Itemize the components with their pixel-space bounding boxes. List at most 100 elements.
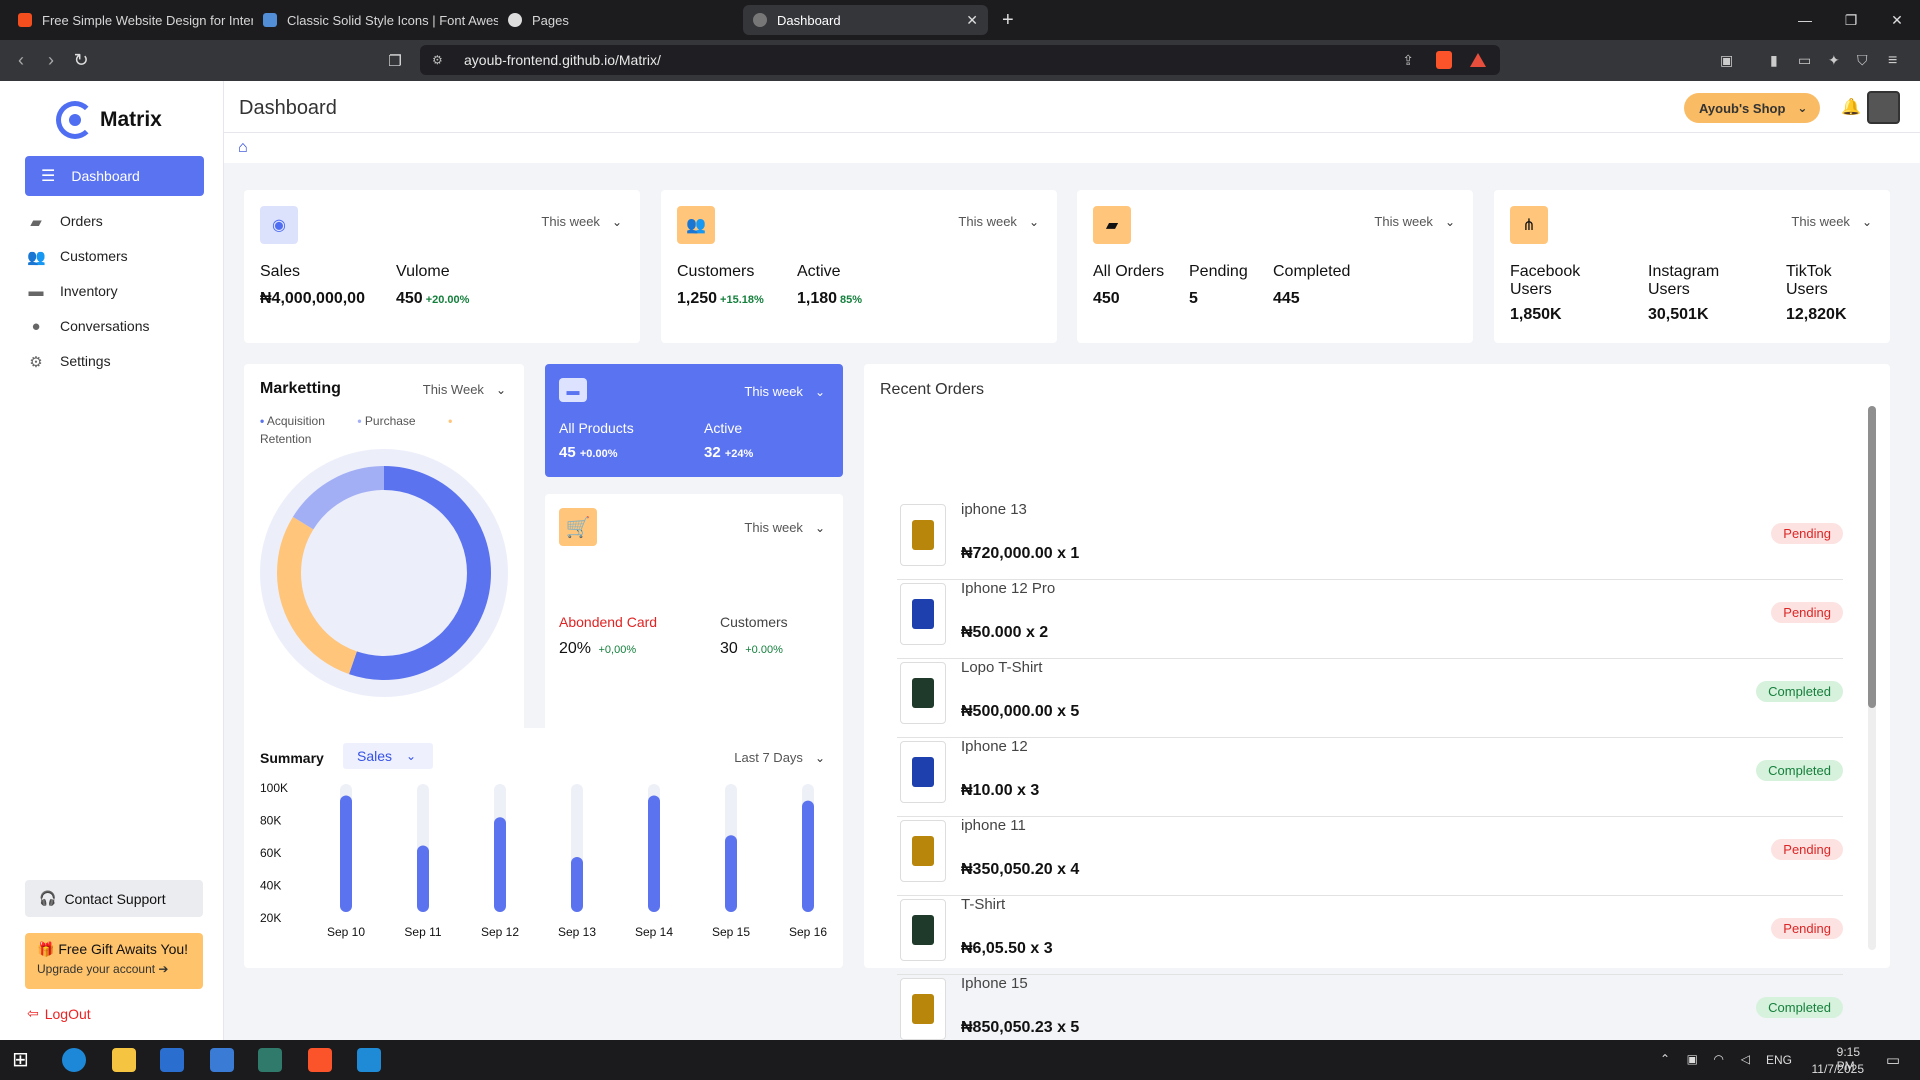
scrollbar[interactable]	[1868, 406, 1876, 950]
period-select[interactable]: This Week ⌄	[422, 382, 506, 397]
order-row[interactable]: Iphone 12 ₦10.00 x 3 Completed	[897, 738, 1843, 817]
products-card: ▬ This week ⌄ All Products Active 45 +0.0…	[545, 364, 843, 477]
bar[interactable]	[802, 800, 814, 912]
period-select[interactable]: This week ⌄	[958, 214, 1039, 229]
bar[interactable]	[648, 795, 660, 912]
x-tick-label: Sep 10	[327, 925, 365, 939]
share-icon[interactable]: ⇪	[1402, 51, 1414, 68]
figma-icon	[18, 13, 32, 27]
product-price: ₦50.000 x 2	[961, 624, 1049, 641]
reload-icon[interactable]: ↻	[73, 50, 89, 70]
upgrade-link[interactable]: Upgrade your account ➔	[37, 962, 169, 976]
close-window-button[interactable]: ✕	[1891, 11, 1903, 28]
new-tab-button[interactable]: +	[1002, 8, 1014, 31]
gift-icon: 🎁	[37, 941, 55, 957]
restore-button[interactable]: ❐	[1844, 11, 1858, 28]
stat-label: Active	[704, 420, 743, 436]
avatar[interactable]	[1867, 91, 1900, 124]
y-tick-label: 20K	[260, 911, 281, 925]
forward-icon[interactable]: ›	[48, 50, 54, 70]
scrollbar-thumb[interactable]	[1868, 406, 1876, 708]
bar[interactable]	[340, 795, 352, 912]
brave-icon[interactable]	[308, 1048, 332, 1072]
period-select[interactable]: This week ⌄	[541, 214, 622, 229]
sidebar-item-settings[interactable]: ⚙ Settings	[27, 353, 110, 371]
vscode-icon[interactable]	[357, 1048, 381, 1072]
stat-change: +24%	[724, 448, 754, 460]
reader-icon[interactable]: ▣	[1720, 52, 1734, 68]
order-row[interactable]: Lopo T-Shirt ₦500,000.00 x 5 Completed	[897, 659, 1843, 738]
app-icon[interactable]	[258, 1048, 282, 1072]
order-row[interactable]: Iphone 12 Pro ₦50.000 x 2 Pending	[897, 580, 1843, 659]
bar[interactable]	[494, 817, 506, 912]
y-tick-label: 80K	[260, 814, 281, 828]
brand-logo[interactable]: Matrix	[56, 101, 162, 139]
stat-value: 20%	[559, 640, 592, 657]
bar[interactable]	[571, 856, 583, 912]
bar[interactable]	[417, 845, 429, 912]
site-info-icon[interactable]: ⚙	[432, 53, 443, 67]
logout-button[interactable]: ⇦ LogOut	[27, 1005, 91, 1022]
minimize-button[interactable]: —	[1798, 12, 1812, 28]
brave-rewards-icon[interactable]	[1470, 53, 1486, 67]
bookmark-icon[interactable]: ❐	[388, 52, 402, 70]
order-row[interactable]: iphone 13 ₦720,000.00 x 1 Pending	[897, 501, 1843, 580]
sidebar-item-dashboard[interactable]: ☰ Dashboard	[25, 156, 204, 196]
file-explorer-icon[interactable]	[112, 1048, 136, 1072]
stat-change: +20.00%	[425, 294, 470, 306]
order-row[interactable]: T-Shirt ₦6,05.50 x 3 Pending	[897, 896, 1843, 975]
bell-icon[interactable]: 🔔	[1841, 99, 1861, 116]
period-select[interactable]: This week ⌄	[744, 520, 825, 535]
summary-metric-select[interactable]: Sales ⌄	[343, 743, 433, 769]
edge-icon[interactable]	[62, 1048, 86, 1072]
sidebar-item-orders[interactable]: ▰ Orders	[27, 213, 103, 231]
url-field[interactable]: ⚙ ayoub-frontend.github.io/Matrix/ ⇪	[420, 45, 1500, 75]
period-select[interactable]: Last 7 Days ⌄	[734, 750, 825, 765]
browser-tab-active[interactable]: Dashboard ✕	[743, 5, 988, 35]
shop-selector[interactable]: Ayoub's Shop ⌄	[1684, 93, 1820, 123]
language-indicator[interactable]: ENG	[1765, 1053, 1792, 1067]
windows-start-icon[interactable]: ⊞	[12, 1049, 29, 1071]
volume-icon[interactable]: ◁	[1740, 1052, 1750, 1066]
chevron-down-icon: ⌄	[1797, 101, 1808, 115]
period-select[interactable]: This week ⌄	[744, 384, 825, 399]
camera-icon[interactable]: ▣	[1686, 1052, 1698, 1066]
sidebar-item-conversations[interactable]: ● Conversations	[27, 318, 149, 335]
browser-tab[interactable]: Free Simple Website Design for Inter	[8, 5, 253, 35]
period-select[interactable]: This week ⌄	[1791, 214, 1872, 229]
chevron-down-icon: ⌄	[1444, 214, 1455, 229]
menu-icon[interactable]: ≡	[1888, 51, 1898, 69]
close-tab-icon[interactable]: ✕	[966, 11, 978, 28]
order-row[interactable]: iphone 11 ₦350,050.20 x 4 Pending	[897, 817, 1843, 896]
leo-icon[interactable]: ✦	[1828, 52, 1840, 68]
sidebar-item-inventory[interactable]: ▬ Inventory	[28, 283, 118, 300]
sidebar-toggle-icon[interactable]: ▮	[1770, 52, 1778, 68]
period-select[interactable]: This week ⌄	[1374, 214, 1455, 229]
stat-value: 5	[1189, 290, 1198, 307]
chevron-up-icon[interactable]: ⌃	[1659, 1052, 1670, 1066]
bar[interactable]	[725, 835, 737, 912]
sidebar: Matrix ☰ Dashboard ▰ Orders 👥 Customers ▬ I…	[0, 81, 224, 1040]
outlook-icon[interactable]	[160, 1048, 184, 1072]
notifications-icon[interactable]: ▭	[1885, 1052, 1900, 1069]
stat-value: 445	[1273, 290, 1300, 307]
product-price: ₦350,050.20 x 4	[961, 861, 1080, 878]
home-icon[interactable]: ⌂	[238, 139, 248, 156]
stat-value: 30,501K	[1648, 306, 1709, 323]
browser-tab[interactable]: Classic Solid Style Icons | Font Aweso	[253, 5, 498, 35]
clock-date[interactable]: 11/7/2025	[1811, 1062, 1865, 1076]
contact-support-button[interactable]: 🎧 Contact Support	[25, 880, 203, 917]
clock-time[interactable]: 9:15 PM	[1836, 1045, 1860, 1073]
upgrade-banner[interactable]: 🎁 Free Gift Awaits You! Upgrade your acc…	[25, 933, 203, 989]
recent-orders-card: Recent Orders	[864, 364, 1890, 968]
stat-value: 45	[559, 444, 576, 461]
sidebar-item-customers[interactable]: 👥 Customers	[27, 248, 128, 266]
brave-shield-icon[interactable]	[1436, 51, 1452, 69]
wifi-icon[interactable]: ◠	[1713, 1052, 1724, 1066]
back-icon[interactable]: ‹	[18, 50, 24, 70]
store-icon[interactable]	[210, 1048, 234, 1072]
chevron-down-icon: ⌄	[495, 382, 506, 397]
vpn-icon[interactable]: ⛉	[1857, 52, 1868, 68]
wallet-icon[interactable]: ▭	[1798, 52, 1812, 68]
browser-tab[interactable]: Pages	[498, 5, 743, 35]
